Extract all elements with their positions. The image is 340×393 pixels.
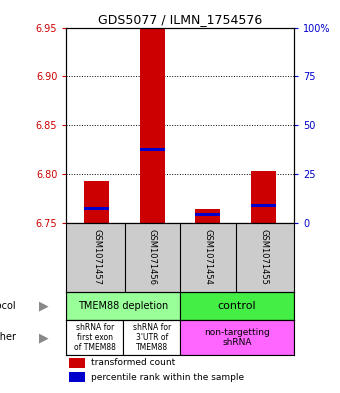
Text: GSM1071455: GSM1071455 [259, 230, 268, 285]
Bar [195, 209, 220, 222]
Bar [69, 373, 85, 382]
Text: non-targetting
shRNA: non-targetting shRNA [204, 328, 270, 347]
Text: ▶: ▶ [39, 299, 48, 312]
Bar [180, 292, 294, 320]
Bar [251, 204, 276, 207]
Text: GSM1071456: GSM1071456 [148, 229, 157, 285]
Bar [195, 213, 220, 216]
Bar [69, 358, 85, 367]
Text: control: control [218, 301, 256, 311]
Text: ▶: ▶ [39, 331, 48, 344]
Bar [180, 320, 294, 355]
Bar [66, 320, 123, 355]
Bar [140, 29, 165, 222]
Text: percentile rank within the sample: percentile rank within the sample [91, 373, 244, 382]
Text: shRNA for
first exon
of TMEM88: shRNA for first exon of TMEM88 [74, 323, 116, 353]
Bar [123, 320, 180, 355]
Bar [140, 149, 165, 151]
Text: transformed count: transformed count [91, 358, 175, 367]
Text: protocol: protocol [0, 301, 16, 311]
Title: GDS5077 / ILMN_1754576: GDS5077 / ILMN_1754576 [98, 13, 262, 26]
Bar [66, 292, 180, 320]
Text: TMEM88 depletion: TMEM88 depletion [78, 301, 168, 311]
Text: other: other [0, 332, 16, 342]
Bar [84, 207, 109, 210]
Text: GSM1071454: GSM1071454 [203, 230, 212, 285]
Bar [84, 181, 109, 222]
Text: shRNA for
3'UTR of
TMEM88: shRNA for 3'UTR of TMEM88 [133, 323, 171, 353]
Text: GSM1071457: GSM1071457 [92, 229, 101, 285]
Bar [251, 171, 276, 222]
